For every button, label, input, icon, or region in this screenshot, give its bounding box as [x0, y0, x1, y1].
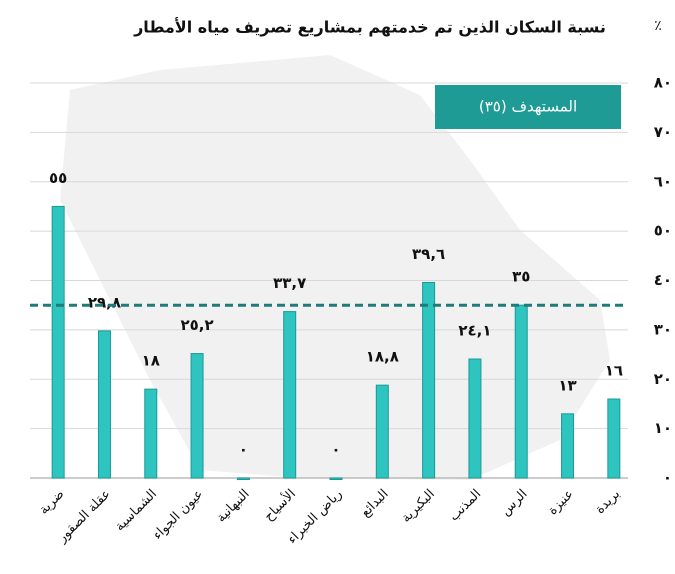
y-tick-label: ٤٠ [654, 271, 672, 289]
x-tick-label: النبهانية [214, 487, 253, 526]
y-tick-label: ٣٠ [654, 320, 672, 338]
bar [97, 330, 111, 479]
y-tick-label: ٥٠ [654, 222, 672, 240]
value-label: ١٨,٨ [366, 348, 399, 366]
x-tick-label: الأسياح [260, 485, 299, 524]
x-tick-label: البدائع [358, 487, 392, 521]
bar [283, 311, 297, 479]
value-label: ٠ [331, 441, 340, 459]
value-label: ٠ [239, 441, 248, 459]
bar [422, 281, 436, 479]
x-tick-label: البكيرية [399, 487, 438, 526]
bar [561, 413, 575, 479]
value-label: ٣٣,٧ [273, 274, 306, 292]
y-tick-label: ١٠ [654, 419, 672, 437]
y-tick-label: ٨٠ [654, 74, 672, 92]
x-tick-label: الرس [498, 487, 530, 519]
bar [607, 398, 621, 479]
value-label: ٣٩,٦ [412, 245, 445, 263]
x-tick-label: الشماسية [112, 487, 160, 535]
value-label: ١٣ [558, 376, 576, 394]
value-label: ٥٥ [49, 169, 67, 187]
x-tick-label: ضرية [36, 487, 67, 518]
x-tick-label: بريدة [593, 487, 623, 517]
value-label: ٢٤,١ [458, 322, 491, 340]
value-label: ١٦ [605, 362, 623, 380]
value-label: ٢٥,٢ [180, 316, 213, 334]
bar [144, 388, 158, 479]
x-tick-label: عنيزة [545, 487, 577, 519]
y-tick-label: ٧٠ [654, 123, 672, 141]
y-tick-label: ٢٠ [654, 370, 672, 388]
x-tick-label: عيون الجواء [150, 487, 206, 543]
bar [51, 205, 65, 479]
target-box [435, 85, 621, 129]
value-label: ٣٥ [512, 268, 530, 286]
target-label: المستهدف (٣٥) [479, 98, 577, 116]
bar [190, 353, 204, 479]
y-tick-label: ٦٠ [654, 172, 672, 190]
value-label: ٢٩,٨ [88, 293, 121, 311]
bar [236, 477, 250, 480]
y-tick-label: ٠ [663, 469, 672, 487]
x-tick-label: المذنب [447, 487, 485, 525]
value-label: ١٨ [142, 352, 160, 370]
bar [329, 477, 343, 480]
bar [514, 304, 528, 479]
bar [468, 358, 482, 479]
y-unit: ٪ [654, 18, 662, 34]
chart-title: نسبة السكان الذين تم خدمتهم بمشاريع تصري… [133, 18, 606, 37]
bar [375, 384, 389, 479]
